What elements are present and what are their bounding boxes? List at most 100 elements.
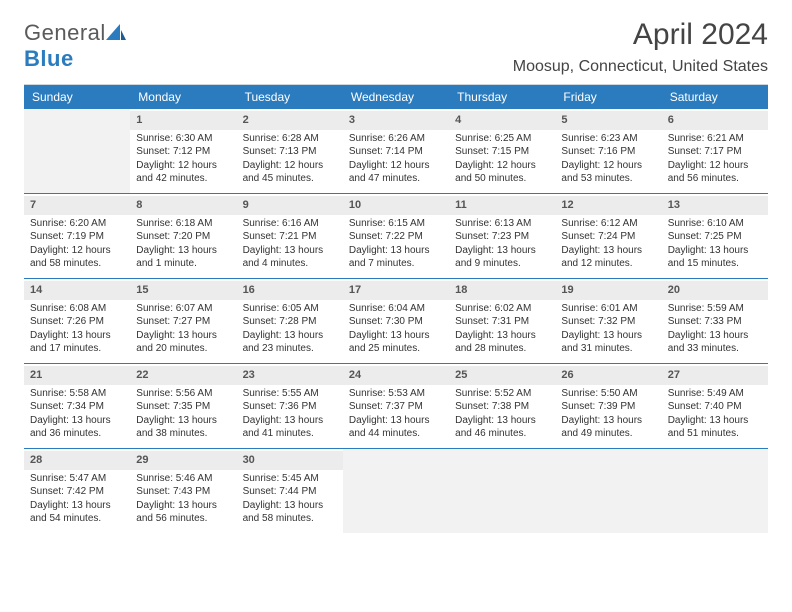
daylight-text: Daylight: 13 hours — [243, 329, 337, 343]
day-number: 13 — [662, 196, 768, 215]
logo-sail-icon — [106, 20, 126, 46]
calendar-week: 14Sunrise: 6:08 AMSunset: 7:26 PMDayligh… — [24, 279, 768, 364]
day-number: 2 — [237, 111, 343, 130]
daylight-text: and 1 minute. — [136, 257, 230, 271]
calendar-cell: 10Sunrise: 6:15 AMSunset: 7:22 PMDayligh… — [343, 194, 449, 278]
daylight-text: and 44 minutes. — [349, 427, 443, 441]
logo-text-1: General — [24, 20, 106, 45]
sunrise-text: Sunrise: 5:55 AM — [243, 387, 337, 401]
sunrise-text: Sunrise: 5:56 AM — [136, 387, 230, 401]
daylight-text: and 41 minutes. — [243, 427, 337, 441]
calendar-cell: 22Sunrise: 5:56 AMSunset: 7:35 PMDayligh… — [130, 364, 236, 448]
daylight-text: and 58 minutes. — [243, 512, 337, 526]
title-block: April 2024 Moosup, Connecticut, United S… — [513, 18, 768, 76]
daylight-text: Daylight: 13 hours — [136, 244, 230, 258]
day-number: 12 — [555, 196, 661, 215]
daylight-text: Daylight: 13 hours — [668, 244, 762, 258]
sunset-text: Sunset: 7:23 PM — [455, 230, 549, 244]
calendar: Sunday Monday Tuesday Wednesday Thursday… — [24, 84, 768, 533]
sunset-text: Sunset: 7:32 PM — [561, 315, 655, 329]
calendar-cell: 17Sunrise: 6:04 AMSunset: 7:30 PMDayligh… — [343, 279, 449, 363]
sunset-text: Sunset: 7:20 PM — [136, 230, 230, 244]
daylight-text: and 17 minutes. — [30, 342, 124, 356]
calendar-cell: 26Sunrise: 5:50 AMSunset: 7:39 PMDayligh… — [555, 364, 661, 448]
daylight-text: and 25 minutes. — [349, 342, 443, 356]
daylight-text: Daylight: 13 hours — [668, 414, 762, 428]
day-number: 29 — [130, 451, 236, 470]
sunset-text: Sunset: 7:33 PM — [668, 315, 762, 329]
sunrise-text: Sunrise: 5:52 AM — [455, 387, 549, 401]
calendar-cell: 5Sunrise: 6:23 AMSunset: 7:16 PMDaylight… — [555, 109, 661, 193]
daylight-text: Daylight: 13 hours — [136, 499, 230, 513]
daylight-text: Daylight: 13 hours — [136, 414, 230, 428]
day-number: 16 — [237, 281, 343, 300]
day-header-monday: Monday — [130, 85, 236, 109]
day-number: 10 — [343, 196, 449, 215]
calendar-header-row: Sunday Monday Tuesday Wednesday Thursday… — [24, 85, 768, 109]
day-number: 14 — [24, 281, 130, 300]
day-number: 21 — [24, 366, 130, 385]
calendar-cell: 19Sunrise: 6:01 AMSunset: 7:32 PMDayligh… — [555, 279, 661, 363]
calendar-cell: 12Sunrise: 6:12 AMSunset: 7:24 PMDayligh… — [555, 194, 661, 278]
day-header-thursday: Thursday — [449, 85, 555, 109]
calendar-cell: 18Sunrise: 6:02 AMSunset: 7:31 PMDayligh… — [449, 279, 555, 363]
daylight-text: and 53 minutes. — [561, 172, 655, 186]
sunrise-text: Sunrise: 6:26 AM — [349, 132, 443, 146]
daylight-text: Daylight: 13 hours — [30, 499, 124, 513]
sunrise-text: Sunrise: 6:08 AM — [30, 302, 124, 316]
sunset-text: Sunset: 7:28 PM — [243, 315, 337, 329]
day-header-sunday: Sunday — [24, 85, 130, 109]
daylight-text: Daylight: 13 hours — [243, 499, 337, 513]
sunset-text: Sunset: 7:27 PM — [136, 315, 230, 329]
daylight-text: Daylight: 13 hours — [243, 244, 337, 258]
calendar-cell: 7Sunrise: 6:20 AMSunset: 7:19 PMDaylight… — [24, 194, 130, 278]
daylight-text: and 9 minutes. — [455, 257, 549, 271]
sunset-text: Sunset: 7:15 PM — [455, 145, 549, 159]
calendar-cell: 24Sunrise: 5:53 AMSunset: 7:37 PMDayligh… — [343, 364, 449, 448]
sunrise-text: Sunrise: 6:28 AM — [243, 132, 337, 146]
calendar-cell: 16Sunrise: 6:05 AMSunset: 7:28 PMDayligh… — [237, 279, 343, 363]
daylight-text: and 56 minutes. — [136, 512, 230, 526]
sunset-text: Sunset: 7:43 PM — [136, 485, 230, 499]
daylight-text: and 46 minutes. — [455, 427, 549, 441]
daylight-text: Daylight: 12 hours — [668, 159, 762, 173]
sunrise-text: Sunrise: 6:16 AM — [243, 217, 337, 231]
sunset-text: Sunset: 7:31 PM — [455, 315, 549, 329]
sunrise-text: Sunrise: 6:30 AM — [136, 132, 230, 146]
day-number: 26 — [555, 366, 661, 385]
sunrise-text: Sunrise: 6:20 AM — [30, 217, 124, 231]
daylight-text: and 50 minutes. — [455, 172, 549, 186]
calendar-week: 28Sunrise: 5:47 AMSunset: 7:42 PMDayligh… — [24, 449, 768, 533]
sunset-text: Sunset: 7:25 PM — [668, 230, 762, 244]
day-number: 20 — [662, 281, 768, 300]
sunrise-text: Sunrise: 6:01 AM — [561, 302, 655, 316]
calendar-cell: 29Sunrise: 5:46 AMSunset: 7:43 PMDayligh… — [130, 449, 236, 533]
sunrise-text: Sunrise: 6:21 AM — [668, 132, 762, 146]
daylight-text: Daylight: 13 hours — [243, 414, 337, 428]
sunrise-text: Sunrise: 5:49 AM — [668, 387, 762, 401]
day-number: 4 — [449, 111, 555, 130]
day-number: 15 — [130, 281, 236, 300]
day-number: 9 — [237, 196, 343, 215]
daylight-text: and 31 minutes. — [561, 342, 655, 356]
calendar-cell: 27Sunrise: 5:49 AMSunset: 7:40 PMDayligh… — [662, 364, 768, 448]
daylight-text: Daylight: 12 hours — [243, 159, 337, 173]
daylight-text: and 47 minutes. — [349, 172, 443, 186]
day-number: 22 — [130, 366, 236, 385]
day-header-wednesday: Wednesday — [343, 85, 449, 109]
daylight-text: and 4 minutes. — [243, 257, 337, 271]
sunrise-text: Sunrise: 6:18 AM — [136, 217, 230, 231]
sunset-text: Sunset: 7:17 PM — [668, 145, 762, 159]
logo: GeneralBlue — [24, 20, 126, 72]
day-header-friday: Friday — [555, 85, 661, 109]
daylight-text: and 56 minutes. — [668, 172, 762, 186]
day-number: 28 — [24, 451, 130, 470]
daylight-text: Daylight: 13 hours — [349, 329, 443, 343]
day-number: 18 — [449, 281, 555, 300]
header: GeneralBlue April 2024 Moosup, Connectic… — [24, 18, 768, 76]
sunrise-text: Sunrise: 6:13 AM — [455, 217, 549, 231]
calendar-cell-blank — [24, 109, 130, 193]
day-header-saturday: Saturday — [662, 85, 768, 109]
sunset-text: Sunset: 7:40 PM — [668, 400, 762, 414]
sunset-text: Sunset: 7:39 PM — [561, 400, 655, 414]
